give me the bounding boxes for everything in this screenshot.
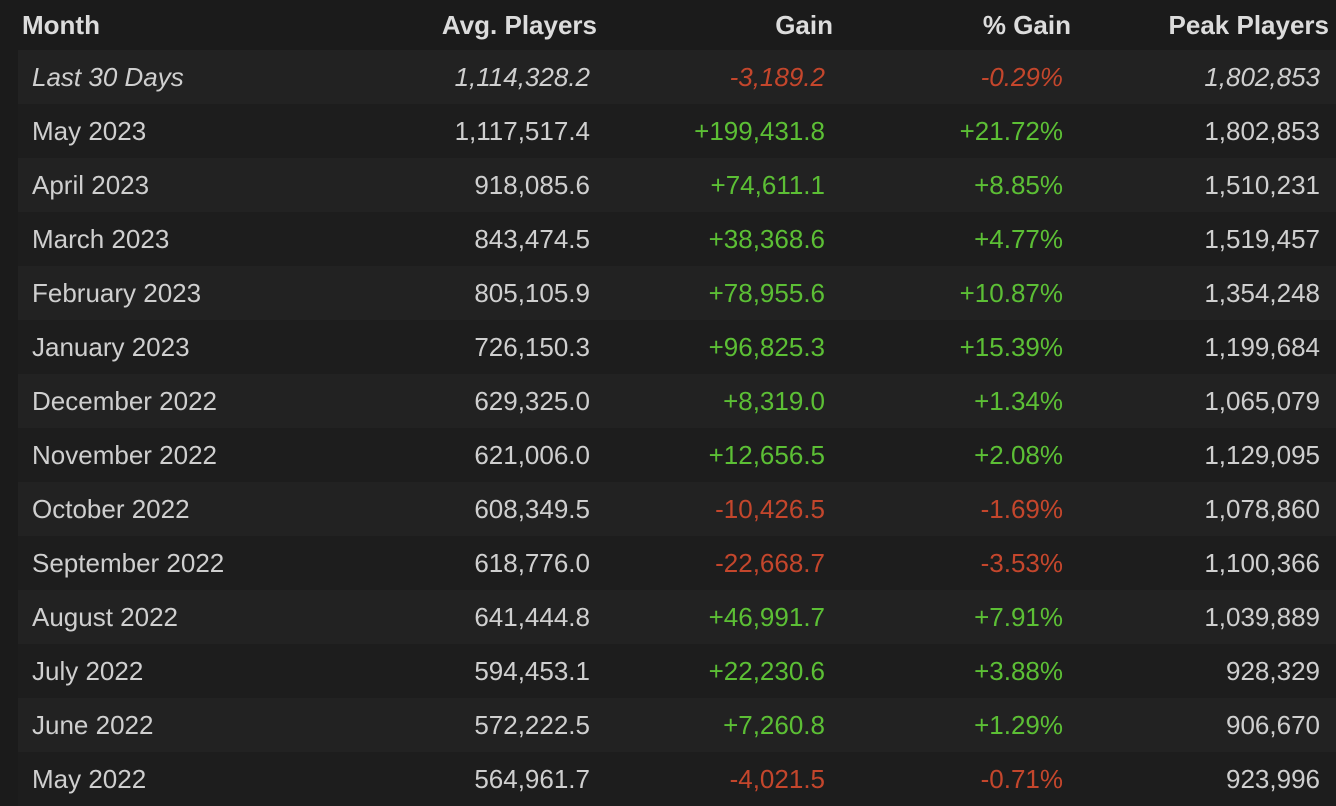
gain: +96,825.3 [708,332,825,362]
avg-players: 572,222.5 [474,710,590,740]
percent-gain: +1.29% [974,710,1063,740]
month: January 2023 [32,332,190,362]
avg-players: 618,776.0 [474,548,590,578]
avg-players: 621,006.0 [474,440,590,470]
table-row: September 2022 618,776.0 -22,668.7 -3.53% 1,… [18,536,1336,590]
month: August 2022 [32,602,179,632]
avg-players: 629,325.0 [474,386,590,416]
peak-players: 928,329 [1226,656,1320,686]
table-row: April 2023 918,085.6 +74,611.1 +8.85% 1,510,… [18,158,1336,212]
peak-players: 1,802,853 [1204,62,1320,92]
percent-gain: +15.39% [959,332,1063,362]
table-row: August 2022 641,444.8 +46,991.7 +7.91% 1,039… [18,590,1336,644]
peak-players: 906,670 [1226,710,1320,740]
avg-players: 843,474.5 [474,224,590,254]
gain: +78,955.6 [708,278,825,308]
gain: +74,611.1 [710,170,825,200]
gain: -4,021.5 [729,764,825,794]
avg-players: 726,150.3 [474,332,590,362]
peak-players: 1,129,095 [1204,440,1320,470]
peak-players: 1,802,853 [1204,116,1320,146]
percent-gain: -3.53% [980,548,1063,578]
table-row: July 2022 594,453.1 +22,230.6 +3.88% 928,329 [18,644,1336,698]
table-row: February 2023 805,105.9 +78,955.6 +10.87% 1,… [18,266,1336,320]
month: February 2023 [32,278,202,308]
peak-players: 1,039,889 [1204,602,1320,632]
table-row: November 2022 621,006.0 +12,656.5 +2.08% 1,1… [18,428,1336,482]
gain: +22,230.6 [708,656,825,686]
percent-gain: -0.71% [980,764,1063,794]
gain: +199,431.8 [694,116,825,146]
peak-players: 1,100,366 [1204,548,1320,578]
month: March 2023 [32,224,170,254]
gain: +8,319.0 [723,386,825,416]
month: June 2022 [32,710,154,740]
table-row: January 2023 726,150.3 +96,825.3 +15.39% 1,1… [18,320,1336,374]
gain: -22,668.7 [715,548,825,578]
peak-players: 1,065,079 [1204,386,1320,416]
peak-players: 1,519,457 [1204,224,1320,254]
gain: +7,260.8 [723,710,825,740]
column-header: Gain [775,10,833,40]
avg-players: 608,349.5 [474,494,590,524]
avg-players: 1,117,517.4 [454,116,590,146]
percent-gain: +21.72% [959,116,1063,146]
month: December 2022 [32,386,217,416]
table-row: March 2023 843,474.5 +38,368.6 +4.77% 1,519,… [18,212,1336,266]
month: May 2023 [32,116,147,146]
month: November 2022 [32,440,217,470]
percent-gain: +7.91% [974,602,1063,632]
avg-players: 564,961.7 [474,764,590,794]
gain: +46,991.7 [708,602,825,632]
percent-gain: -0.29% [980,62,1063,92]
header-row: Month Avg. Players Gain % Gain Peak Players [18,0,1336,50]
avg-players: 594,453.1 [474,656,590,686]
month: May 2022 [32,764,147,794]
avg-players: 641,444.8 [474,602,590,632]
avg-players: 918,085.6 [474,170,590,200]
table-row: Last 30 Days 1,114,328.2 -3,189.2 -0.29% 1,8… [18,50,1336,104]
avg-players: 805,105.9 [474,278,590,308]
month: September 2022 [32,548,225,578]
gain: -3,189.2 [729,62,825,92]
percent-gain: -1.69% [980,494,1063,524]
column-header: Peak Players [1168,10,1329,40]
column-header: % Gain [982,10,1071,40]
month: Last 30 Days [32,62,184,92]
peak-players: 1,078,860 [1204,494,1320,524]
column-header: Month [22,10,100,40]
peak-players: 1,354,248 [1204,278,1320,308]
peak-players: 1,199,684 [1204,332,1320,362]
table-row: October 2022 608,349.5 -10,426.5 -1.69% 1,07… [18,482,1336,536]
table-row: May 2023 1,117,517.4 +199,431.8 +21.72% 1,80… [18,104,1336,158]
month: October 2022 [32,494,190,524]
month: July 2022 [32,656,144,686]
table-row: June 2022 572,222.5 +7,260.8 +1.29% 906,670 [18,698,1336,752]
percent-gain: +2.08% [974,440,1063,470]
peak-players: 1,510,231 [1204,170,1320,200]
gain: -10,426.5 [715,494,825,524]
month: April 2023 [32,170,150,200]
column-header: Avg. Players [441,10,597,40]
percent-gain: +10.87% [959,278,1063,308]
avg-players: 1,114,328.2 [454,62,590,92]
gain: +12,656.5 [708,440,825,470]
percent-gain: +8.85% [974,170,1063,200]
percent-gain: +3.88% [974,656,1063,686]
peak-players: 923,996 [1226,764,1320,794]
gain: +38,368.6 [708,224,825,254]
percent-gain: +4.77% [974,224,1063,254]
percent-gain: +1.34% [974,386,1063,416]
table-row: May 2022 564,961.7 -4,021.5 -0.71% 923,996 [18,752,1336,806]
table-row: December 2022 629,325.0 +8,319.0 +1.34% 1,06… [18,374,1336,428]
